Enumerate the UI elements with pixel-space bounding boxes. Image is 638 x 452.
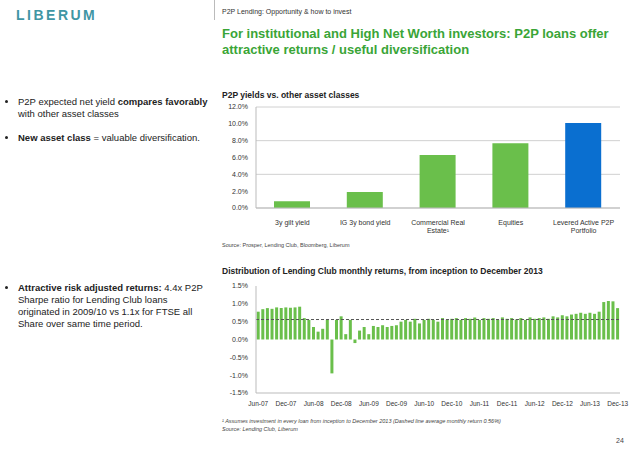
svg-text:Dec-12: Dec-12	[552, 400, 573, 407]
svg-text:Jun-12: Jun-12	[525, 400, 545, 407]
svg-text:Dec-11: Dec-11	[497, 400, 518, 407]
svg-text:Jun-11: Jun-11	[470, 400, 490, 407]
svg-text:1.0%: 1.0%	[232, 300, 248, 307]
svg-text:Levered Active P2PPortfolio: Levered Active P2PPortfolio	[553, 219, 614, 234]
svg-text:2.0%: 2.0%	[232, 188, 248, 195]
svg-text:Jun-09: Jun-09	[359, 400, 379, 407]
svg-text:Jun-07: Jun-07	[248, 400, 268, 407]
svg-text:Dec-09: Dec-09	[386, 400, 407, 407]
svg-text:-1.0%: -1.0%	[230, 372, 248, 379]
html-text:Source: Lending Club, Liberum: Source: Lending Club, Liberum	[222, 426, 298, 432]
svg-text:Commercial RealEstate¹: Commercial RealEstate¹	[411, 219, 465, 234]
html-text:24: 24	[616, 437, 624, 444]
svg-text:0.0%: 0.0%	[232, 336, 248, 343]
html-text:P2P yields vs. other asset cla: P2P yields vs. other asset classes	[222, 90, 360, 100]
html-text:New asset class = valuable div: New asset class = valuable diversificati…	[18, 132, 200, 143]
svg-text:IG 3y bond yield: IG 3y bond yield	[340, 219, 391, 227]
svg-text:Dec-08: Dec-08	[331, 400, 352, 407]
html-text:LIBERUM: LIBERUM	[16, 7, 98, 23]
html-text:P2P Lending: Opportunity & how: P2P Lending: Opportunity & how to invest	[222, 8, 352, 15]
svg-text:1.5%: 1.5%	[232, 282, 248, 289]
html-text:For institutional and High Net: For institutional and High Net Worth inv…	[222, 26, 609, 57]
svg-text:Jun-13: Jun-13	[580, 400, 600, 407]
svg-text:10.0%: 10.0%	[228, 120, 248, 127]
html-text:P2P expected net yield compare: P2P expected net yield compares favorabl…	[18, 96, 208, 107]
svg-text:12.0%: 12.0%	[228, 103, 248, 110]
svg-text:Dec-13: Dec-13	[607, 400, 628, 407]
svg-text:0.5%: 0.5%	[232, 318, 248, 325]
svg-text:Dec-10: Dec-10	[441, 400, 462, 407]
svg-text:Dec-07: Dec-07	[275, 400, 296, 407]
svg-text:Jun-10: Jun-10	[414, 400, 434, 407]
html-text:Source: Prosper, Lending Club,: Source: Prosper, Lending Club, Bloomberg…	[222, 242, 350, 248]
svg-text:Equities: Equities	[498, 219, 523, 227]
svg-text:Jun-08: Jun-08	[304, 400, 324, 407]
html-text:¹ Assumes investment in every: ¹ Assumes investment in every loan from …	[222, 418, 501, 424]
svg-text:-1.5%: -1.5%	[230, 389, 248, 396]
html-text:with other asset classes: with other asset classes	[18, 108, 119, 119]
html-text:Distribution of Lending Club m: Distribution of Lending Club monthly ret…	[222, 266, 543, 276]
svg-text:6.0%: 6.0%	[232, 154, 248, 161]
html-text:Attractive risk adjusted retur: Attractive risk adjusted returns: 4.4x P…	[18, 282, 203, 329]
svg-text:-0.5%: -0.5%	[230, 354, 248, 361]
svg-text:8.0%: 8.0%	[232, 137, 248, 144]
svg-text:4.0%: 4.0%	[232, 171, 248, 178]
svg-text:0.0%: 0.0%	[232, 204, 248, 211]
svg-text:3y gilt yield: 3y gilt yield	[275, 219, 310, 227]
